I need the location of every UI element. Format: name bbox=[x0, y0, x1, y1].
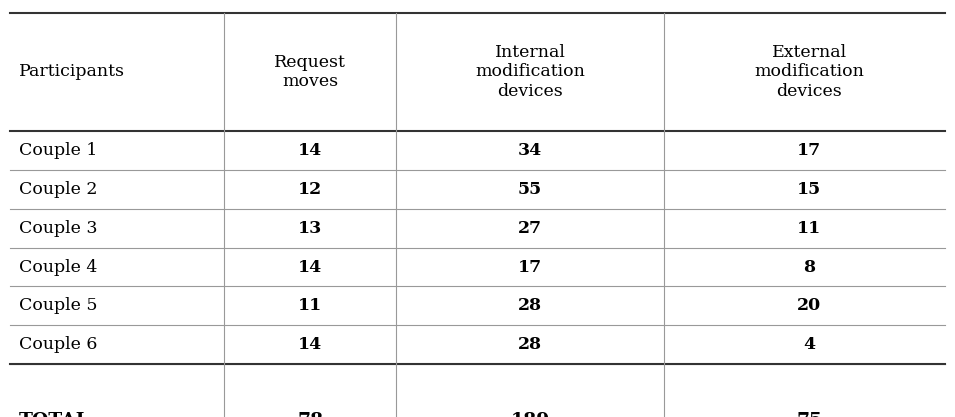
Text: 8: 8 bbox=[803, 259, 816, 276]
Text: 28: 28 bbox=[518, 336, 542, 353]
Text: Couple 3: Couple 3 bbox=[19, 220, 97, 237]
Text: 17: 17 bbox=[797, 142, 821, 159]
Text: TOTAL: TOTAL bbox=[19, 412, 90, 417]
Text: 189: 189 bbox=[510, 412, 550, 417]
Text: 13: 13 bbox=[298, 220, 323, 237]
Text: 78: 78 bbox=[297, 412, 324, 417]
Text: Couple 1: Couple 1 bbox=[19, 142, 97, 159]
Text: 34: 34 bbox=[518, 142, 542, 159]
Text: 14: 14 bbox=[298, 336, 323, 353]
Text: Couple 5: Couple 5 bbox=[19, 297, 97, 314]
Text: 14: 14 bbox=[298, 259, 323, 276]
Text: 75: 75 bbox=[796, 412, 822, 417]
Text: Internal
modification
devices: Internal modification devices bbox=[475, 44, 585, 100]
Text: 28: 28 bbox=[518, 297, 542, 314]
Text: 11: 11 bbox=[797, 220, 821, 237]
Text: Couple 6: Couple 6 bbox=[19, 336, 97, 353]
Text: Request
moves: Request moves bbox=[274, 54, 347, 90]
Text: 14: 14 bbox=[298, 142, 323, 159]
Text: Participants: Participants bbox=[19, 63, 125, 80]
Text: 20: 20 bbox=[797, 297, 821, 314]
Text: 11: 11 bbox=[298, 297, 323, 314]
Text: 4: 4 bbox=[803, 336, 816, 353]
Text: 15: 15 bbox=[797, 181, 821, 198]
Text: Couple 2: Couple 2 bbox=[19, 181, 97, 198]
Text: Couple 4: Couple 4 bbox=[19, 259, 97, 276]
Text: 55: 55 bbox=[518, 181, 542, 198]
Text: 12: 12 bbox=[298, 181, 323, 198]
Text: 17: 17 bbox=[518, 259, 542, 276]
Text: 27: 27 bbox=[518, 220, 542, 237]
Text: External
modification
devices: External modification devices bbox=[754, 44, 864, 100]
